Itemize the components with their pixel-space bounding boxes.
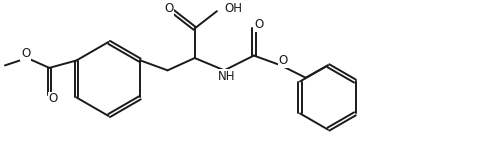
Text: O: O — [21, 47, 30, 60]
Text: O: O — [164, 2, 173, 15]
Text: NH: NH — [218, 70, 236, 83]
Text: O: O — [254, 18, 263, 31]
Text: O: O — [49, 92, 58, 105]
Text: OH: OH — [224, 2, 242, 15]
Text: O: O — [279, 54, 288, 67]
